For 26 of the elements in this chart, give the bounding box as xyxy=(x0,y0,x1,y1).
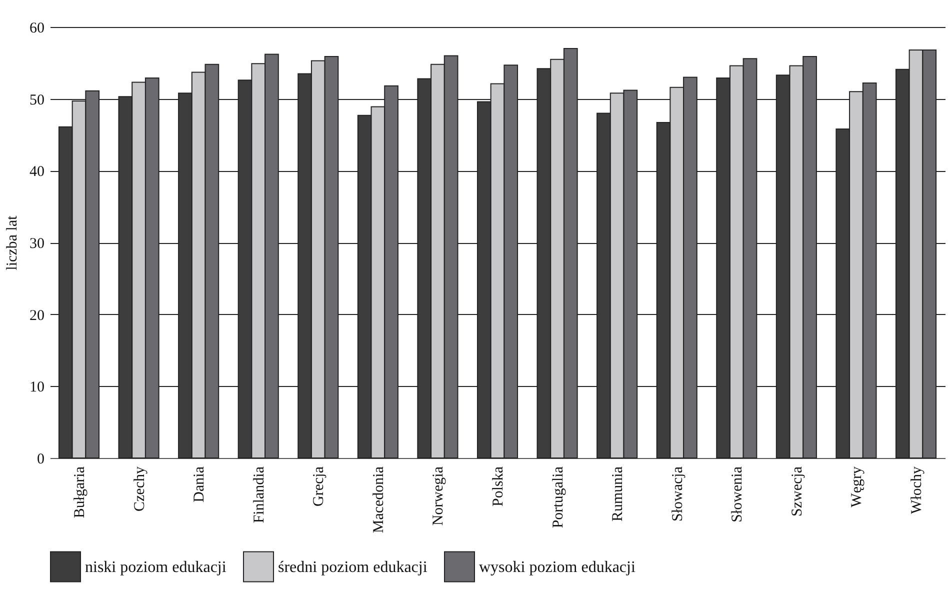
y-tick-label: 30 xyxy=(30,236,44,252)
x-tick-label: Słowacja xyxy=(670,466,686,522)
x-tick-label: Polska xyxy=(490,466,506,507)
legend-label: średni poziom edukacji xyxy=(278,558,428,576)
y-axis-title: liczba lat xyxy=(4,214,20,270)
x-tick-label: Słowenia xyxy=(730,466,746,522)
x-tick-label: Portugalia xyxy=(550,466,566,528)
x-tick-label: Szwecja xyxy=(789,466,806,516)
x-tick-label: Węgry xyxy=(849,466,866,508)
x-tick-label: Czechy xyxy=(132,466,148,512)
x-tick-label: Rumunia xyxy=(610,466,626,522)
y-tick-label: 40 xyxy=(30,164,44,180)
y-tick-label: 50 xyxy=(30,92,44,108)
y-tick-label: 0 xyxy=(37,452,44,468)
legend-label: niski poziom edukacji xyxy=(85,558,227,576)
y-tick-label: 20 xyxy=(30,308,44,324)
x-tick-label: Dania xyxy=(192,466,208,502)
x-tick-label: Finlandia xyxy=(251,466,268,524)
y-tick-label: 60 xyxy=(30,20,44,36)
legend-label: wysoki poziom edukacji xyxy=(479,558,636,576)
y-tick-label: 10 xyxy=(30,380,44,396)
x-tick-label: Macedonia xyxy=(370,466,387,534)
x-tick-label: Norwegia xyxy=(430,466,447,526)
x-tick-label: Bułgaria xyxy=(72,466,88,518)
x-tick-label: Włochy xyxy=(909,466,926,514)
x-tick-label: Grecja xyxy=(311,466,328,506)
